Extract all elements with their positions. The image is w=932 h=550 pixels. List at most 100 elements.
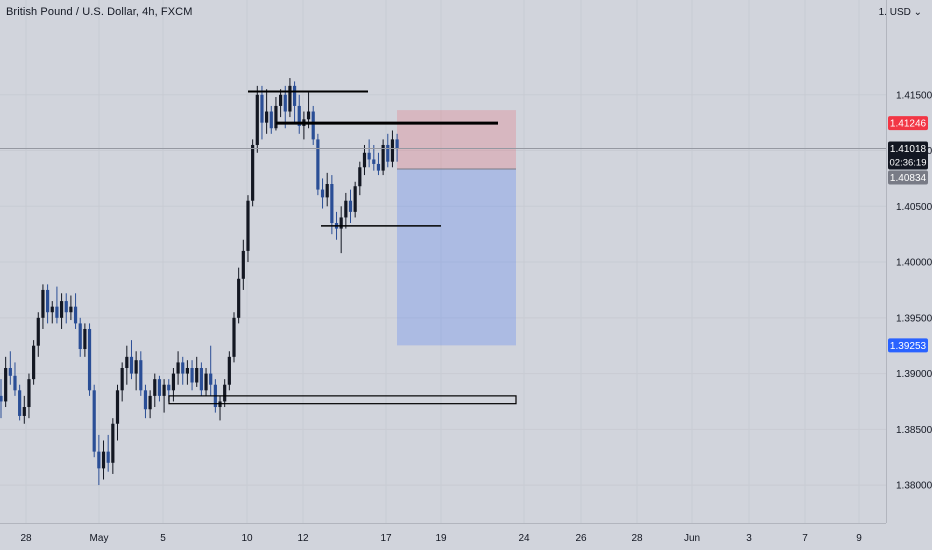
candle-body — [390, 139, 395, 162]
candle-body — [143, 390, 148, 410]
take-profit-zone — [397, 169, 516, 346]
candle-body — [157, 379, 162, 396]
candle-body — [199, 367, 203, 391]
entry-price-badge-bg — [888, 170, 928, 185]
candle-body — [55, 306, 59, 318]
candle-body — [64, 301, 68, 313]
candle-body — [320, 189, 325, 198]
x-tick-label: 10 — [241, 533, 253, 544]
candle-body — [125, 356, 129, 368]
candle-body — [372, 159, 376, 164]
candle-body — [237, 278, 241, 318]
x-tick-label: 17 — [380, 533, 392, 544]
y-tick-label: 1.38500 — [896, 425, 932, 436]
candle-body — [185, 367, 189, 374]
entry-price-badge-value: 1.40834 — [890, 173, 927, 184]
target-price-badge-value: 1.41246 — [890, 119, 927, 130]
candle-body — [241, 250, 245, 279]
time-axis-separator — [0, 523, 886, 524]
current-price-badge-timer: 02:36:19 — [890, 158, 927, 169]
candle-body — [50, 306, 54, 313]
candle-body — [386, 144, 390, 162]
candle-body — [223, 384, 227, 402]
stop-price-badge-bg — [888, 338, 928, 353]
support-zone-box — [168, 395, 517, 405]
candle-body — [41, 289, 45, 318]
candle-body — [153, 379, 157, 396]
current-price-badge-value: 1.41018 — [890, 144, 927, 155]
x-tick-label: 24 — [518, 533, 530, 544]
x-tick-label: 28 — [20, 533, 32, 544]
price-badges: 1.41246 1.41018 02:36:19 1.39253 1.40834 — [888, 116, 928, 353]
candle-body — [73, 306, 78, 324]
candle-body — [18, 390, 22, 416]
current-price-badge-bg — [888, 141, 928, 170]
candle-body — [148, 395, 152, 410]
candle-body — [87, 328, 92, 391]
candle-body — [181, 362, 185, 374]
x-tick-label: 5 — [160, 533, 166, 544]
candle-body — [311, 111, 315, 140]
y-tick-label: 1.40000 — [896, 258, 932, 269]
candle-body — [316, 139, 320, 190]
candle-body — [255, 94, 259, 145]
candle-body — [4, 367, 8, 402]
drawn-lines — [168, 90, 517, 405]
candle-body — [358, 167, 362, 187]
candle-body — [83, 328, 87, 350]
candle-body — [306, 111, 311, 120]
candle-body — [269, 111, 273, 129]
target-price-badge-bg — [888, 116, 928, 131]
candle-body — [344, 200, 348, 218]
candle-body — [167, 384, 171, 391]
candle-body — [348, 200, 353, 212]
candle-body — [139, 360, 143, 391]
y-tick-label: 1.38000 — [896, 481, 932, 492]
candle-body — [292, 85, 297, 106]
y-tick-label: 1.39000 — [896, 369, 932, 380]
candle-body — [325, 183, 329, 198]
candle-body — [283, 94, 287, 112]
y-tick-label: 1.41500 — [896, 90, 932, 101]
candle-body — [381, 144, 385, 171]
candle-body — [36, 317, 40, 346]
candle-body — [204, 373, 208, 391]
candles — [0, 78, 399, 486]
candle-body — [129, 356, 134, 374]
currency-unit[interactable]: 1. USD ⌄ — [878, 7, 922, 18]
candle-body — [362, 152, 367, 168]
candle-body — [227, 356, 231, 385]
candle-body — [115, 390, 120, 424]
candle-body — [395, 139, 399, 149]
position-zones — [397, 110, 516, 346]
candle-body — [32, 345, 36, 380]
candle-body — [101, 451, 106, 469]
candle-body — [13, 375, 17, 391]
candle-body — [120, 367, 124, 391]
candle-body — [176, 362, 180, 374]
candle-body — [111, 423, 115, 463]
candle-body — [209, 373, 213, 385]
x-axis-ticks: 28 May 5 10 12 17 19 24 26 28 Jun 3 7 9 — [20, 533, 862, 544]
stop-loss-zone — [397, 110, 516, 170]
price-axis-separator — [886, 0, 887, 523]
candle-body — [78, 323, 82, 350]
x-tick-label: 19 — [435, 533, 447, 544]
candle-body — [171, 373, 176, 391]
stop-price-badge-value: 1.39253 — [890, 341, 927, 352]
candle-body — [46, 289, 50, 313]
candle-body — [134, 360, 138, 374]
candle-body — [8, 367, 12, 376]
candle-body — [92, 390, 96, 452]
candle-body — [353, 186, 357, 212]
x-tick-label: 7 — [802, 533, 808, 544]
candle-body — [330, 183, 334, 224]
grid — [0, 0, 886, 523]
x-tick-label: 28 — [631, 533, 643, 544]
candle-body — [162, 384, 166, 396]
candle-body — [59, 301, 64, 318]
candle-body — [190, 367, 194, 383]
x-tick-label: Jun — [684, 533, 700, 544]
